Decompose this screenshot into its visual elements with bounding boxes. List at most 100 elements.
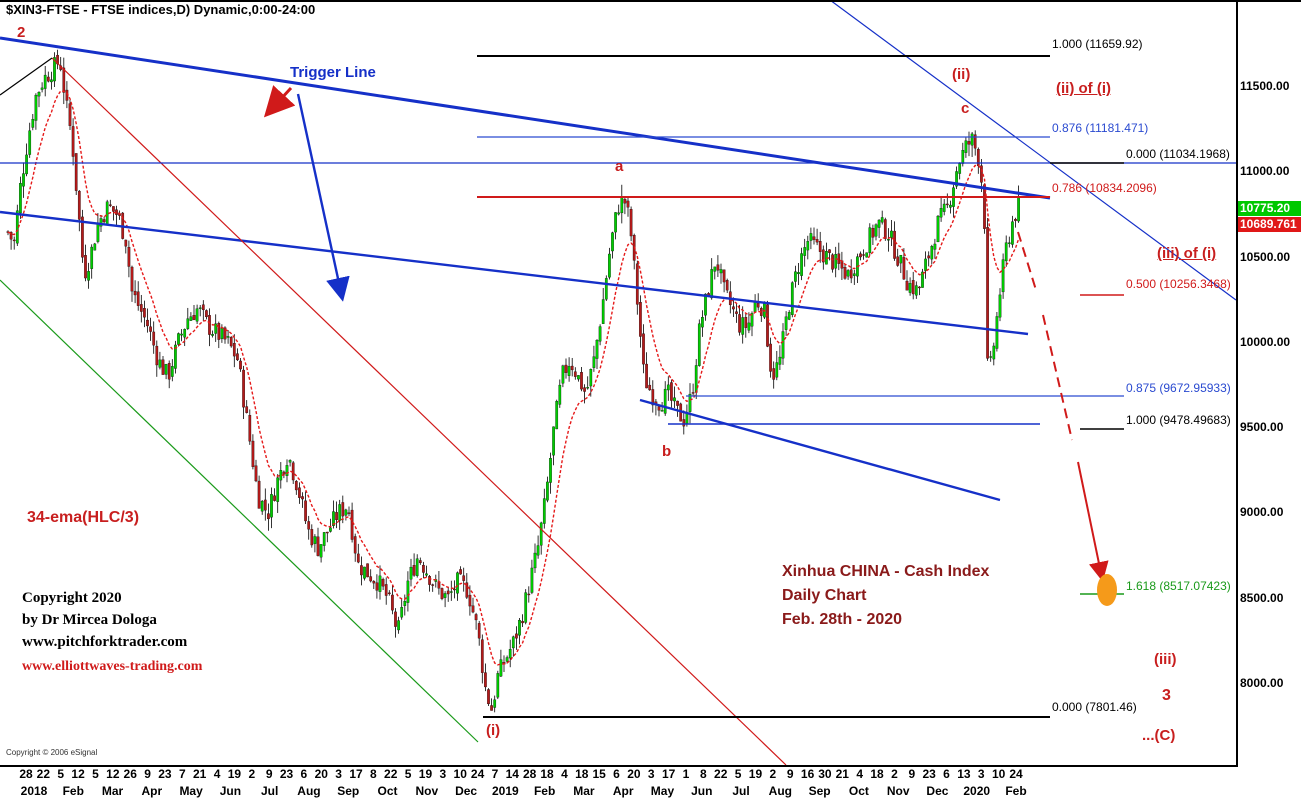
x-tick-day: 18 [870,767,884,781]
candle-body [648,384,652,391]
candle-body [604,278,608,300]
x-tick-day: 4 [213,767,221,781]
candle-body [487,689,490,705]
candle-body [939,208,943,218]
candle-body [158,359,162,368]
candle-body [924,258,927,271]
candle-body [133,290,137,296]
candle-body [50,79,53,83]
candle-body [164,364,168,375]
candle-body [967,141,971,145]
iii-of-i-label: (iii) of (i) [1157,245,1217,262]
candle-body [887,239,890,241]
candle-body [1004,242,1008,262]
candle-body [183,329,187,338]
header-rule [0,0,1301,2]
candle-body [304,500,307,522]
candle-body [217,323,221,340]
candle-body [787,312,791,320]
candle-body [970,133,974,146]
x-tick-day: 23 [922,767,936,781]
candle-body [446,590,450,595]
x-tick-day: 21 [835,767,849,781]
candle-body [397,620,400,631]
candle-body [102,219,106,223]
candle-body [1017,197,1020,222]
candle-body [124,239,128,247]
x-tick-day: 28 [19,767,33,781]
candle-body [409,566,413,580]
candle-body [992,345,996,360]
candle-body [108,204,112,206]
candle-body [797,272,800,275]
x-tick-day: 20 [314,767,328,781]
candle-body [899,254,903,264]
candle-body [62,67,66,93]
candle-body [564,364,568,373]
candle-body [697,323,701,366]
candle-body [865,252,869,258]
candle-body [31,119,35,128]
candle-body [608,253,611,278]
x-tick-day: 8 [370,767,377,781]
x-tick-day: 12 [106,767,120,781]
candle-body [868,227,872,253]
candle-body [812,236,816,240]
candle-body [99,218,103,227]
candle-body [914,285,918,296]
x-tick-month: Mar [101,784,124,798]
candle-body [301,496,304,500]
candle-body [251,440,255,467]
candle-body [449,591,453,593]
candle-body [400,607,404,618]
x-tick-day: 9 [144,767,151,781]
x-tick-day: 24 [1009,767,1023,781]
candle-body [493,699,497,708]
candle-body [378,575,382,592]
candle-body [527,593,531,596]
x-tick-day: 3 [977,767,985,781]
candle-body [170,366,174,377]
x-tick-day: 4 [561,767,568,781]
x-tick-month: Feb [1005,784,1027,798]
candle-body [422,564,425,573]
candle-body [226,336,230,338]
x-tick-day: 18 [575,767,589,781]
x-tick-day: 20 [627,767,641,781]
candle-body [319,544,323,558]
candle-body [549,458,552,483]
candle-body [800,253,803,276]
x-tick-day: 9 [908,767,916,781]
candle-body [930,246,934,260]
trigger-line-label: Trigger Line [290,64,376,81]
candle-body [350,509,354,540]
candle-body [769,343,772,372]
fib-label-0876: 0.876 (11181.471) [1052,121,1149,135]
y-tick-label: 8000.00 [1240,676,1284,690]
x-tick-day: 13 [957,767,971,781]
candle-body [394,611,397,627]
candle-body [484,672,487,688]
target-marker [1097,574,1117,606]
candle-body [828,249,831,253]
x-tick-day: 21 [192,767,207,781]
chart-header-title: $XIN3-FTSE - FTSE indices,D) Dynamic,0:0… [6,2,316,17]
candle-body [1007,242,1011,244]
trigger-arrow-blue [296,93,350,302]
candle-body [335,512,338,521]
candle-body [784,316,788,330]
x-tick-day: 3 [335,767,342,781]
candle-body [583,387,586,392]
candle-body [195,308,199,322]
trigger-arrow-red [263,85,296,118]
fib-label-0786: 0.786 (10834.2096) [1052,181,1157,195]
x-tick-month: Dec [926,784,949,798]
fork-red-line [51,57,787,766]
x-tick-day: 7 [491,767,499,781]
candle-body [645,363,648,389]
candle-body [403,601,407,606]
candle-body [558,384,562,405]
candle-body [691,392,695,394]
candle-body [688,393,692,412]
candle-body [670,382,673,401]
